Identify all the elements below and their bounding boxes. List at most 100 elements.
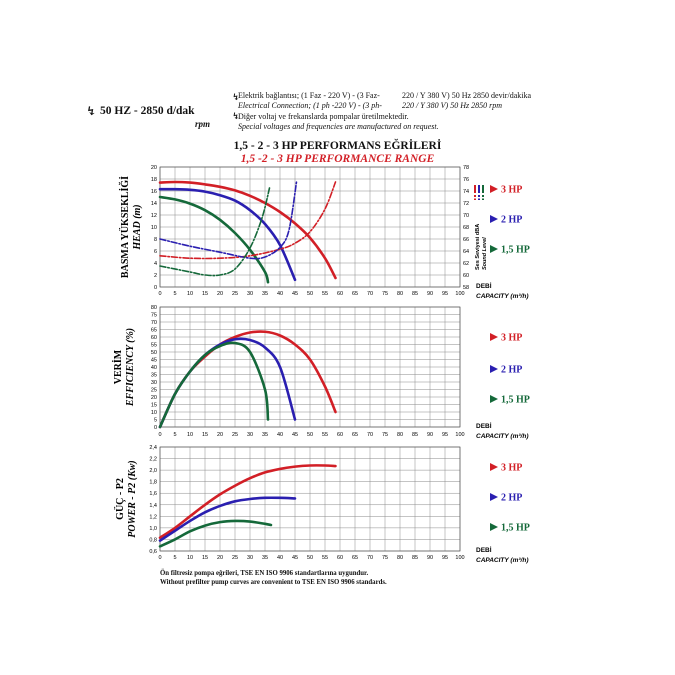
- y-tick-label: 0: [154, 285, 157, 291]
- legend-marker-icon: [490, 333, 498, 341]
- y2-tick-label: 74: [463, 189, 469, 195]
- y-tick-label: 0,6: [149, 549, 157, 555]
- y-tick-label: 0,8: [149, 537, 157, 543]
- y2-tick-label: 66: [463, 237, 469, 243]
- y-tick-label: 0: [154, 425, 157, 431]
- x-tick-label: 75: [382, 291, 388, 297]
- legend-marker-icon: [490, 463, 498, 471]
- x-tick-label: 35: [262, 291, 268, 297]
- x-tick-label: 90: [427, 291, 433, 297]
- y-tick-label: 25: [151, 388, 157, 394]
- y-tick-label: 1,4: [149, 503, 157, 509]
- curve-1-5-hp: [158, 195, 270, 284]
- y-tick-label: 20: [151, 395, 157, 401]
- y2-tick-label: 58: [463, 285, 469, 291]
- x-tick-label: 85: [412, 555, 418, 561]
- x-tick-label: 45: [292, 291, 298, 297]
- x-axis-label-en: CAPACITY (m³/h): [476, 433, 528, 440]
- note-line-2: Electrical Connection; (1 ph -220 V) - (…: [238, 101, 382, 110]
- x-axis-label-tr: DEBİ: [476, 422, 492, 430]
- x-tick-label: 15: [202, 555, 208, 561]
- x-tick-label: 65: [352, 291, 358, 297]
- legend-marker-icon: [490, 185, 498, 193]
- x-tick-label: 100: [455, 555, 464, 561]
- x-tick-label: 0: [158, 291, 161, 297]
- y-tick-label: 2,4: [149, 445, 157, 451]
- x-tick-label: 30: [247, 555, 253, 561]
- x-tick-label: 70: [367, 555, 373, 561]
- x-tick-label: 25: [232, 555, 238, 561]
- x-tick-label: 65: [352, 432, 358, 438]
- curve-3-hp: [158, 464, 337, 540]
- y-tick-label: 75: [151, 313, 157, 319]
- y-tick-label: 1,0: [149, 526, 157, 532]
- x-tick-label: 5: [173, 291, 176, 297]
- y-tick-label: 55: [151, 343, 157, 349]
- y-tick-label: 6: [154, 249, 157, 255]
- y-axis-label-en: POWER - P2 (Kw): [127, 460, 138, 538]
- y-tick-label: 1,8: [149, 480, 157, 486]
- x-tick-label: 60: [337, 291, 343, 297]
- x-tick-label: 10: [187, 555, 193, 561]
- y-tick-label: 5: [154, 418, 157, 424]
- bolt-icon: ↯: [232, 92, 240, 102]
- curve-1-5-hp: [158, 519, 273, 548]
- sound-curve-2-hp: [159, 181, 298, 260]
- x-tick-label: 75: [382, 432, 388, 438]
- legend-label-3-hp: 3 HP: [501, 185, 522, 196]
- legend-marker-icon: [490, 493, 498, 501]
- y-tick-label: 35: [151, 373, 157, 379]
- y2-axis-label-tr: Ses Seviyesi dBA: [475, 224, 481, 270]
- legend-label-1-5-hp: 1,5 HP: [501, 523, 530, 534]
- bolt-icon: ↯: [86, 104, 97, 118]
- y2-axis-label-en: Sound Level: [482, 237, 488, 270]
- y2-tick-label: 72: [463, 201, 469, 207]
- sound-curve-3-hp: [159, 181, 337, 260]
- legend-marker-icon: [490, 365, 498, 373]
- y-tick-label: 50: [151, 350, 157, 356]
- y2-tick-label: 64: [463, 249, 469, 255]
- chart-panel-3: 0 5 10 15 20 25 30 35 40 45 50 55 60 65 70 75 80 85 90 95 10…: [113, 445, 530, 564]
- x-tick-label: 95: [442, 432, 448, 438]
- chart-subtitle: 1,5 -2 - 3 HP PERFORMANCE RANGE: [240, 153, 435, 165]
- y-axis-label-tr: BASMA YÜKSEKLİĞİ: [118, 176, 131, 278]
- x-tick-label: 10: [187, 291, 193, 297]
- y-tick-label: 70: [151, 320, 157, 326]
- chart-panel-1: 0 5 10 15 20 25 30 35 40 45 50 55 60 65 70 75 80 85 90 95 10…: [118, 165, 530, 300]
- y-tick-label: 65: [151, 328, 157, 334]
- x-tick-label: 95: [442, 555, 448, 561]
- x-tick-label: 40: [277, 555, 283, 561]
- plot-frame: [159, 306, 461, 428]
- x-tick-label: 20: [217, 291, 223, 297]
- curve-2-hp: [158, 187, 297, 282]
- note-line-2b: 220 / Y 380 V) 50 Hz 2850 rpm: [402, 101, 503, 110]
- y-tick-label: 15: [151, 403, 157, 409]
- legend-marker-icon: [490, 245, 498, 253]
- curve-1-5-hp: [158, 341, 270, 429]
- x-tick-label: 40: [277, 291, 283, 297]
- x-tick-label: 50: [307, 432, 313, 438]
- x-tick-label: 90: [427, 555, 433, 561]
- x-tick-label: 80: [397, 432, 403, 438]
- x-axis-label-tr: DEBİ: [476, 282, 492, 290]
- curve-3-hp: [158, 330, 337, 429]
- legend-marker-icon: [490, 523, 498, 531]
- x-tick-label: 35: [262, 555, 268, 561]
- x-tick-label: 100: [455, 432, 464, 438]
- x-tick-label: 20: [217, 555, 223, 561]
- y-tick-label: 60: [151, 335, 157, 341]
- legend-marker-icon: [490, 215, 498, 223]
- x-tick-label: 85: [412, 291, 418, 297]
- y-axis-label-tr: VERİM: [112, 349, 124, 384]
- y-tick-label: 40: [151, 365, 157, 371]
- footnote-tr: Ön filtresiz pompa eğrileri, TSE EN ISO …: [160, 570, 369, 577]
- x-axis-label-tr: DEBİ: [476, 546, 492, 554]
- x-tick-label: 55: [322, 291, 328, 297]
- x-tick-label: 10: [187, 432, 193, 438]
- note-line-1b: 220 / Y 380 V) 50 Hz 2850 devir/dakika: [402, 91, 532, 100]
- x-tick-label: 45: [292, 555, 298, 561]
- y-tick-label: 10: [151, 410, 157, 416]
- legend-marker-icon: [490, 395, 498, 403]
- y-tick-label: 12: [151, 213, 157, 219]
- chart-title: 1,5 - 2 - 3 HP PERFORMANS EĞRİLERİ: [233, 140, 442, 152]
